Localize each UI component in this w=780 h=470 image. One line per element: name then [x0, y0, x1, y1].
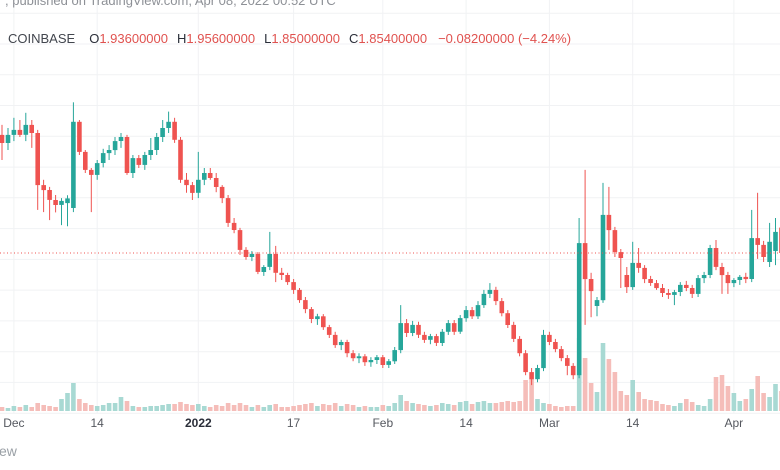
low-value: 1.85000000: [271, 31, 340, 46]
close-value: 1.85400000: [358, 31, 428, 46]
symbol-name: COINBASE: [8, 31, 76, 46]
open-value: 1.93600000: [99, 31, 168, 46]
close-field: C1.85400000: [349, 31, 427, 46]
symbol-legend: COINBASE O1.93600000 H1.95600000 L1.8500000…: [8, 31, 571, 46]
open-label: O: [89, 31, 100, 46]
time-tick: Feb: [372, 416, 394, 430]
time-tick: 14: [459, 416, 473, 430]
attribution-note: , published on TradingView.com, Apr 08, …: [5, 0, 336, 8]
watermark-fragment: ew: [0, 443, 17, 459]
time-tick: 17: [286, 416, 301, 430]
high-field: H1.95600000: [177, 31, 255, 46]
high-label: H: [177, 31, 187, 46]
time-tick: Apr: [724, 416, 744, 430]
change-value: −0.08200000 (−4.24%): [438, 31, 572, 46]
time-tick: 2022: [184, 416, 212, 430]
open-field: O1.93600000: [89, 31, 168, 46]
time-tick: 14: [626, 416, 640, 430]
time-tick: Dec: [3, 416, 25, 430]
low-label: L: [264, 31, 272, 46]
time-tick: 14: [90, 416, 104, 430]
high-value: 1.95600000: [186, 31, 256, 46]
time-axis[interactable]: Dec 14 2022 17 Feb 14 Mar 14 Apr: [0, 416, 780, 432]
low-field: L1.85000000: [264, 31, 340, 46]
close-label: C: [349, 31, 359, 46]
time-tick: Mar: [539, 416, 560, 430]
